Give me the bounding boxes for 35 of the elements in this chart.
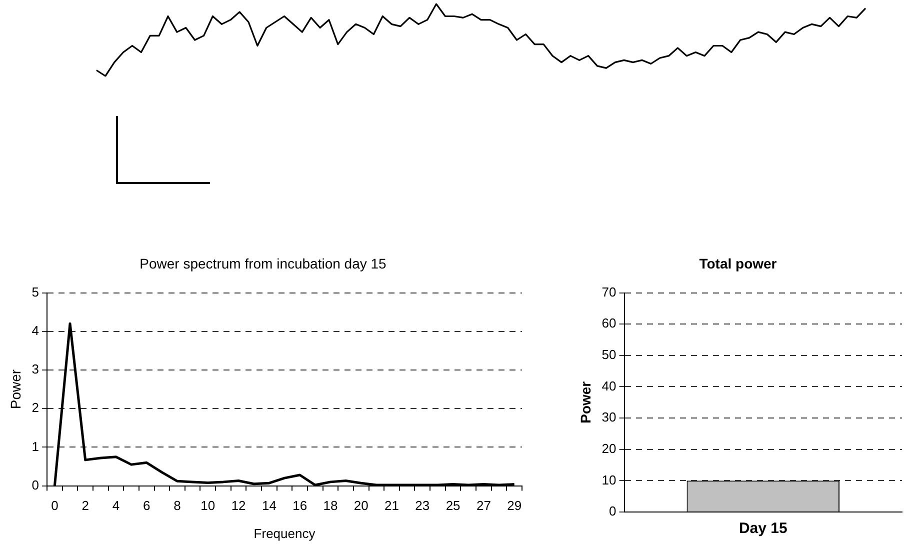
x-tick-label: 14 bbox=[262, 498, 276, 514]
y-tick-label: 3 bbox=[32, 362, 40, 377]
x-tick-label: 12 bbox=[231, 498, 246, 514]
y-tick-label: 40 bbox=[602, 378, 616, 394]
x-tick-label: 27 bbox=[476, 498, 491, 514]
y-tick-label: 1 bbox=[32, 438, 40, 454]
x-tick-label: 18 bbox=[323, 498, 338, 514]
x-tick-label: 21 bbox=[384, 498, 399, 514]
y-axis-title: Power bbox=[577, 380, 594, 424]
x-tick-label: 6 bbox=[143, 498, 150, 514]
y-tick-label: 4 bbox=[32, 322, 40, 338]
x-tick-label: 20 bbox=[354, 498, 368, 514]
y-tick-label: 5 bbox=[32, 284, 40, 300]
chart-title: Power spectrum from incubation day 15 bbox=[140, 255, 387, 272]
y-tick-label: 10 bbox=[602, 472, 616, 488]
y-tick-label: 20 bbox=[602, 440, 616, 456]
x-tick-label: 10 bbox=[200, 498, 216, 514]
y-tick-label: 2 bbox=[32, 400, 40, 416]
y-tick-label: 70 bbox=[602, 284, 616, 300]
x-tick-label: 8 bbox=[174, 498, 181, 514]
x-tick-label: 23 bbox=[415, 498, 430, 514]
x-tick-label: 25 bbox=[446, 498, 460, 514]
x-tick-label: 2 bbox=[82, 498, 89, 514]
x-tick-label: 0 bbox=[51, 498, 58, 514]
chart-title: Total power bbox=[699, 255, 778, 272]
y-tick-label: 30 bbox=[602, 410, 616, 425]
x-axis-title: Frequency bbox=[254, 526, 316, 541]
y-tick-label: 50 bbox=[602, 347, 616, 362]
y-tick-label: 60 bbox=[602, 316, 616, 331]
x-tick-label: Day 15 bbox=[738, 520, 788, 538]
x-tick-label: 16 bbox=[292, 498, 308, 514]
x-tick-label: 29 bbox=[507, 498, 522, 514]
y-tick-label: 0 bbox=[32, 477, 40, 492]
x-tick-label: 4 bbox=[112, 498, 120, 514]
y-axis-title: Power bbox=[7, 369, 24, 410]
